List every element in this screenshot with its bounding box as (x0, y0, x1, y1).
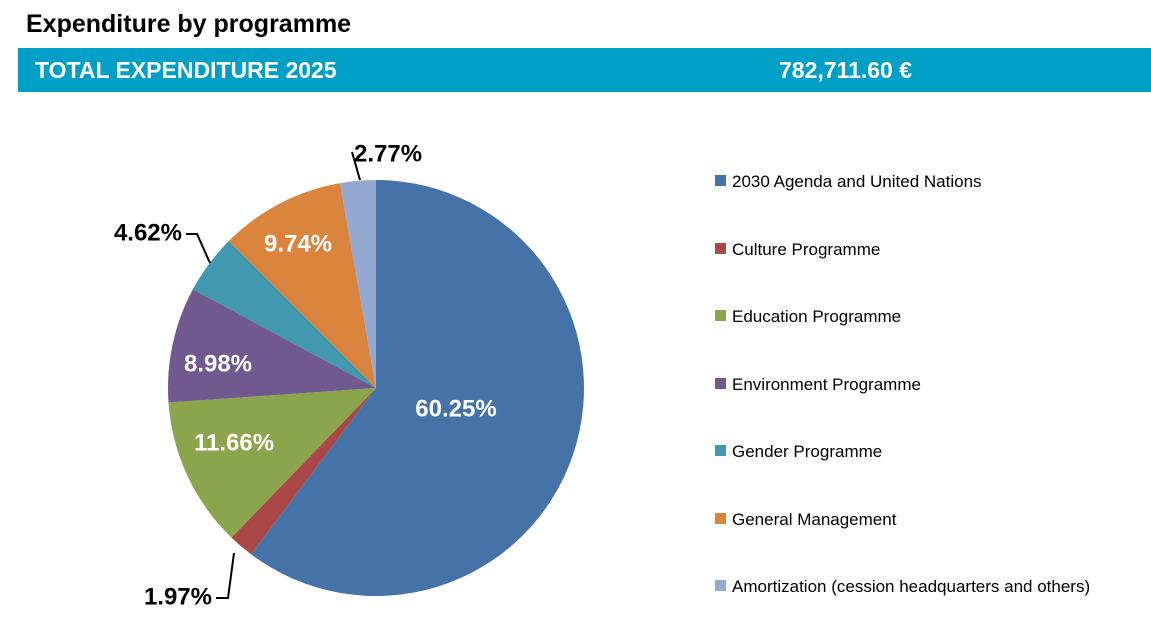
legend-item: Environment Programme (715, 375, 921, 395)
legend-label: 2030 Agenda and United Nations (732, 172, 982, 191)
page-title: Expenditure by programme (26, 10, 352, 38)
pie-slice (251, 180, 584, 596)
legend-item: Culture Programme (715, 240, 880, 260)
legend-swatch (715, 310, 726, 321)
total-value: 782,711.60 € (779, 57, 913, 83)
slice-data-label: 8.98% (184, 350, 252, 377)
slice-data-label: 4.62% (114, 219, 182, 246)
pie-slice (339, 180, 376, 388)
legend-label: General Management (732, 509, 897, 529)
legend-swatch (715, 512, 726, 524)
legend-label: Amortization (cession headquarters and o… (732, 577, 1091, 596)
pie-slice (192, 241, 376, 388)
pie-slice (168, 289, 376, 403)
legend-label: Gender Programme (732, 442, 883, 461)
legend-item: Amortization (cession headquarters and o… (715, 577, 1090, 597)
pie-slice (231, 388, 376, 555)
slice-data-label: 1.97% (144, 583, 212, 610)
slice-data-label: 60.25% (415, 395, 496, 422)
legend-swatch (715, 242, 726, 254)
legend-swatch (715, 175, 726, 186)
legend-item: 2030 Agenda and United Nations (715, 172, 982, 192)
legend-swatch (715, 377, 726, 389)
legend-item: Gender Programme (715, 442, 882, 462)
legend-label: Education Programme (732, 307, 902, 326)
slice-data-label: 11.66% (194, 429, 274, 456)
total-label: TOTAL EXPENDITURE 2025 (35, 57, 337, 83)
legend-label: Culture Programme (732, 239, 881, 259)
total-banner: TOTAL EXPENDITURE 2025 782,711.60 € (18, 48, 1151, 92)
slice-data-label: 2.77% (354, 140, 422, 167)
leader-line (186, 233, 211, 264)
legend-item: Education Programme (715, 307, 901, 327)
slice-data-label: 9.74% (264, 230, 332, 257)
legend-swatch (715, 580, 726, 591)
legend-swatch (715, 445, 726, 456)
legend-label: Environment Programme (732, 374, 921, 394)
pie-slice (228, 183, 376, 388)
pie-slice (168, 388, 376, 538)
legend-item: General Management (715, 510, 896, 530)
leader-line (351, 151, 361, 181)
leader-line (216, 552, 235, 599)
